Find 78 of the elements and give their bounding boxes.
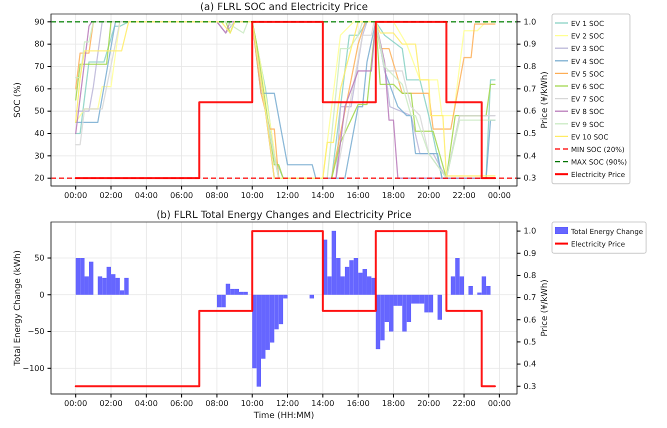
x-axis-title: Time (HH:MM) [252,411,314,421]
y2-tick-label: 0.3 [524,382,536,391]
x-tick-label: 12:00 [276,399,300,408]
x-tick-label: 02:00 [99,399,123,408]
y-tick-label: 70 [34,62,44,72]
y-tick-label: 50 [34,106,44,116]
x-tick-label: 14:00 [311,191,334,200]
y-tick-label: 80 [34,40,44,49]
bar [88,262,94,295]
x-tick-label: 00:00 [488,399,511,408]
y-tick-label: 90 [34,17,44,26]
y-tick-label: −100 [22,364,44,373]
x-tick-label: 10:00 [240,191,264,200]
y2-tick-label: 0.5 [524,337,536,346]
bar [482,276,486,295]
x-tick-label: 04:00 [134,191,158,200]
bar [76,258,80,295]
y-tick-label: 20 [34,174,44,183]
x-tick-label: 02:00 [99,191,123,200]
x-tick-label: 22:00 [452,191,476,200]
x-tick-label: 20:00 [417,399,440,408]
bar [221,294,226,308]
y2-axis-title: Price (¥/kWh) [540,279,550,337]
x-tick-label: 00:00 [64,191,88,200]
x-tick-label: 22:00 [452,399,476,408]
bar [424,294,429,312]
x-tick-label: 10:00 [240,399,264,408]
x-tick-label: 00:00 [64,399,88,408]
y-axis-title: Total Energy Change (kWh) [13,250,23,367]
y2-tick-label: 0.3 [524,174,536,183]
y2-tick-label: 1.0 [524,17,536,26]
x-tick-label: 06:00 [170,399,194,408]
x-tick-label: 16:00 [346,191,370,200]
y-tick-label: 40 [34,129,44,138]
bar [310,294,314,298]
y-tick-label: 50 [34,254,44,263]
y2-tick-label: 0.4 [524,360,536,369]
bar [402,294,407,332]
bar [243,292,248,295]
bar [354,258,358,295]
y2-tick-label: 0.9 [524,40,536,49]
x-tick-label: 20:00 [417,191,440,200]
y-tick-label: 60 [34,84,44,94]
x-tick-label: 18:00 [382,191,405,200]
y2-tick-label: 0.7 [524,293,536,302]
bar [468,286,473,295]
bar [124,278,129,295]
bar [98,276,102,295]
x-tick-label: 04:00 [134,399,158,408]
x-tick-label: 12:00 [276,191,300,200]
y2-tick-label: 0.8 [524,62,536,72]
chart-title: (b) FLRL Total Energy Changes and Electricity Price [156,210,412,221]
x-tick-label: 00:00 [488,191,511,200]
y2-tick-label: 0.5 [524,129,536,138]
y2-tick-label: 0.6 [524,106,536,116]
y-axis-title: SOC (%) [13,82,23,118]
x-tick-label: 16:00 [346,399,370,408]
y2-tick-label: 0.6 [524,315,536,324]
chart-title: (a) FLRL SOC and Electricity Price [200,2,368,13]
y-tick-label: −50 [28,327,44,336]
bar [438,294,442,320]
y2-tick-label: 0.4 [524,151,536,160]
y2-tick-label: 0.9 [524,248,536,258]
y-tick-label: 0 [39,290,44,300]
bar [455,258,460,295]
y2-axis-title: Price (¥/kWh) [540,71,550,129]
x-tick-label: 08:00 [205,399,228,408]
x-tick-label: 06:00 [170,191,194,200]
bar [226,284,230,295]
x-tick-label: 08:00 [205,191,228,200]
y2-tick-label: 0.8 [524,270,536,280]
bar [428,294,434,312]
y2-tick-label: 0.7 [524,84,536,94]
bar [349,260,354,295]
x-tick-label: 14:00 [311,399,334,408]
y-tick-label: 30 [34,151,44,160]
y2-tick-label: 1.0 [524,226,536,236]
x-tick-label: 18:00 [382,399,405,408]
